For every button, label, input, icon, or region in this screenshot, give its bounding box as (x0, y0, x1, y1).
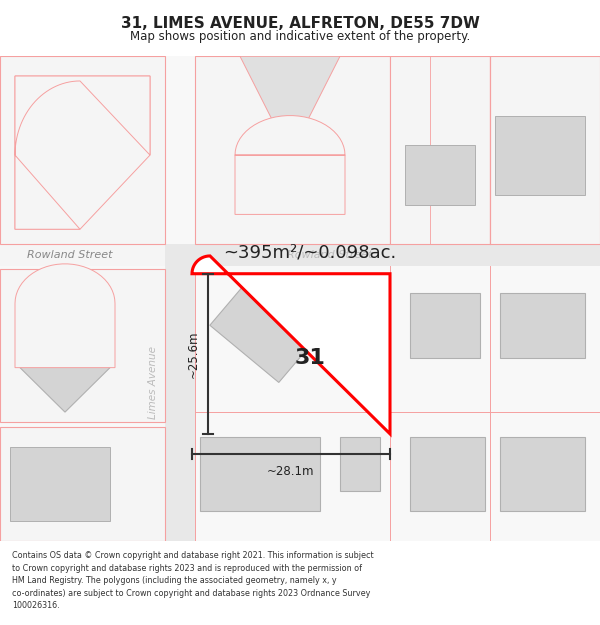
Polygon shape (235, 116, 345, 214)
Text: Map shows position and indicative extent of the property.: Map shows position and indicative extent… (130, 30, 470, 42)
Polygon shape (390, 56, 490, 244)
Text: Limes Avenue: Limes Avenue (148, 346, 158, 419)
Text: Rowland Street: Rowland Street (27, 250, 113, 260)
Polygon shape (192, 256, 390, 434)
Polygon shape (0, 56, 600, 541)
Polygon shape (0, 269, 165, 422)
Text: 100026316.: 100026316. (12, 601, 59, 610)
Polygon shape (410, 437, 485, 511)
Polygon shape (0, 244, 600, 266)
Text: co-ordinates) are subject to Crown copyright and database rights 2023 Ordnance S: co-ordinates) are subject to Crown copyr… (12, 589, 370, 598)
Polygon shape (240, 56, 340, 155)
Polygon shape (495, 116, 585, 194)
Polygon shape (410, 294, 480, 358)
Polygon shape (15, 76, 150, 229)
Text: 31, LIMES AVENUE, ALFRETON, DE55 7DW: 31, LIMES AVENUE, ALFRETON, DE55 7DW (121, 16, 479, 31)
Polygon shape (0, 56, 165, 244)
Polygon shape (20, 323, 110, 412)
Text: Contains OS data © Crown copyright and database right 2021. This information is : Contains OS data © Crown copyright and d… (12, 551, 374, 560)
Text: ~25.6m: ~25.6m (187, 330, 200, 378)
Polygon shape (0, 244, 165, 266)
Text: 31: 31 (295, 348, 325, 368)
Text: to Crown copyright and database rights 2023 and is reproduced with the permissio: to Crown copyright and database rights 2… (12, 564, 362, 572)
Polygon shape (500, 294, 585, 358)
Polygon shape (0, 427, 165, 541)
Polygon shape (10, 447, 110, 521)
Text: HM Land Registry. The polygons (including the associated geometry, namely x, y: HM Land Registry. The polygons (includin… (12, 576, 337, 585)
Text: Rowland Street: Rowland Street (287, 250, 373, 260)
Polygon shape (195, 56, 390, 244)
Polygon shape (195, 266, 600, 541)
Text: ~395m²/~0.098ac.: ~395m²/~0.098ac. (223, 244, 397, 262)
Polygon shape (165, 266, 195, 541)
Polygon shape (210, 284, 314, 382)
Polygon shape (490, 56, 600, 244)
Polygon shape (200, 437, 320, 511)
Polygon shape (15, 264, 115, 368)
Polygon shape (500, 437, 585, 511)
Polygon shape (405, 145, 475, 204)
Polygon shape (15, 76, 150, 229)
Polygon shape (340, 437, 380, 491)
Text: ~28.1m: ~28.1m (267, 466, 315, 479)
